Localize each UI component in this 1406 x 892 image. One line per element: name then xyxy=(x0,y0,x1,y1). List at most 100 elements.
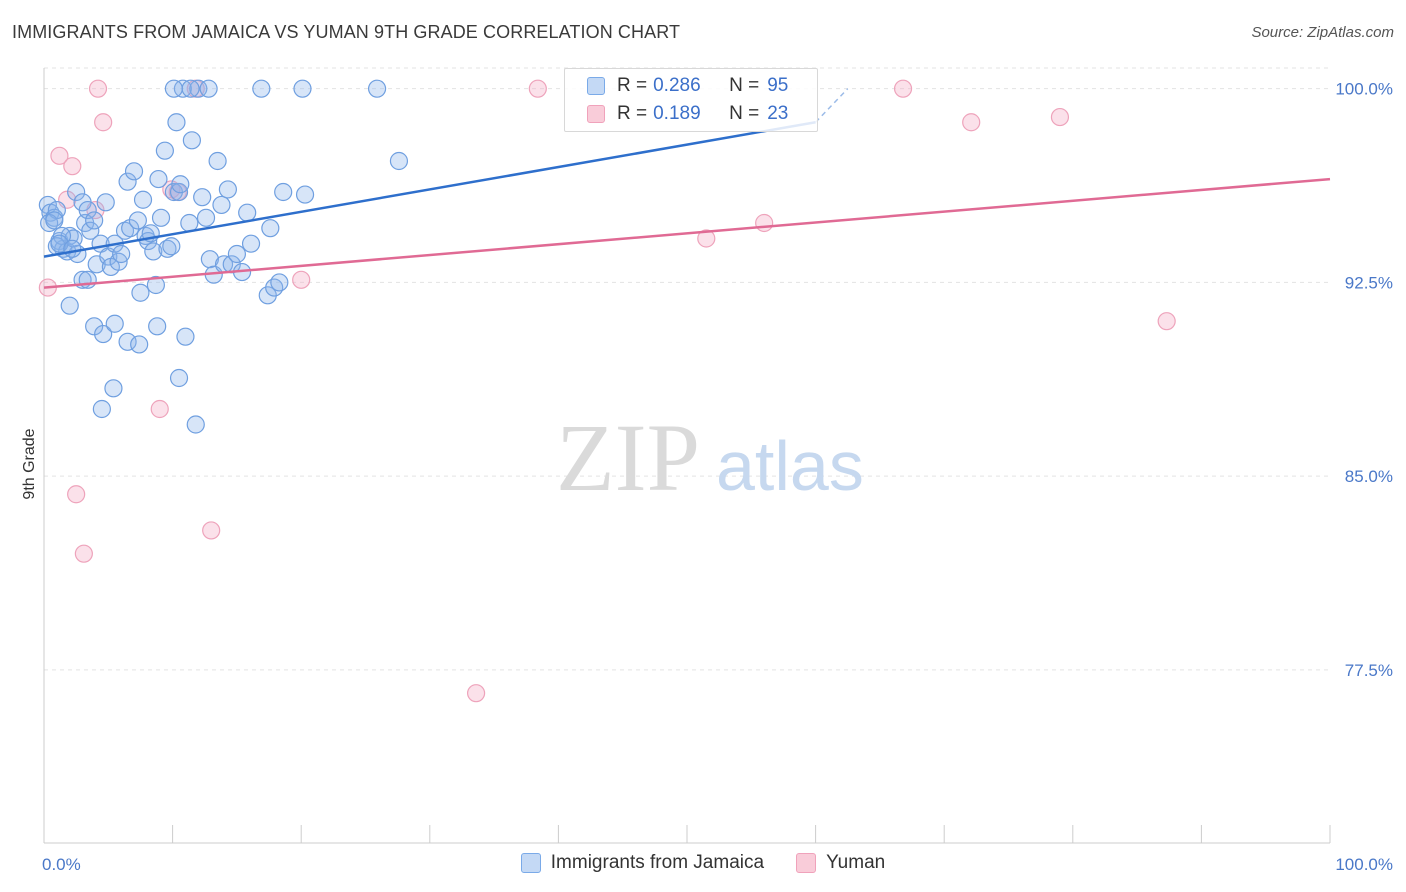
data-point-yuman xyxy=(962,113,981,132)
data-point-jamaica xyxy=(155,141,174,160)
data-point-jamaica xyxy=(274,182,293,202)
data-point-jamaica xyxy=(164,79,183,98)
legend-item-jamaica[interactable]: Immigrants from Jamaica xyxy=(520,852,765,874)
tick-labels: 100.0% 92.5% 85.0% 77.5% 0.0% 100.0% xyxy=(42,80,1393,874)
data-point-yuman xyxy=(1050,107,1070,127)
data-point-jamaica xyxy=(265,278,284,297)
data-point-jamaica xyxy=(171,175,190,194)
y-tick-label: 100.0% xyxy=(1335,80,1393,99)
legend-swatch-jamaica xyxy=(520,853,541,873)
data-point-jamaica xyxy=(176,327,195,346)
data-point-jamaica xyxy=(67,182,86,202)
y-tick-label: 92.5% xyxy=(1345,273,1393,292)
data-point-jamaica xyxy=(63,239,82,258)
legend-r-label: R = xyxy=(617,103,648,124)
data-point-jamaica xyxy=(112,244,131,264)
data-point-jamaica xyxy=(81,221,100,240)
series-jamaica-points xyxy=(38,79,409,434)
data-point-yuman xyxy=(466,684,486,703)
legend-row-jamaica: R = 0.286 N = 95 xyxy=(587,73,788,99)
data-point-yuman xyxy=(94,113,113,132)
data-point-jamaica xyxy=(182,131,201,150)
legend-n-value: 95 xyxy=(767,75,789,96)
data-point-jamaica xyxy=(94,324,113,344)
data-point-jamaica xyxy=(115,221,135,240)
data-point-jamaica xyxy=(118,172,137,191)
data-point-jamaica xyxy=(180,213,199,233)
data-point-jamaica xyxy=(212,195,231,215)
data-point-jamaica xyxy=(169,368,189,388)
data-point-jamaica xyxy=(389,151,409,171)
legend-n-value: 23 xyxy=(767,103,789,124)
data-point-jamaica xyxy=(146,275,165,295)
data-point-jamaica xyxy=(144,242,163,261)
data-point-jamaica xyxy=(78,200,97,220)
y-axis-label: 9th Grade xyxy=(21,428,38,499)
data-point-yuman xyxy=(1157,312,1176,331)
legend-n-label: N = xyxy=(729,103,760,124)
legend-label-jamaica: Immigrants from Jamaica xyxy=(550,852,765,873)
legend-n-label: N = xyxy=(729,75,760,96)
legend-r-label: R = xyxy=(617,75,648,96)
watermark-zip: ZIP xyxy=(556,404,700,511)
data-point-jamaica xyxy=(208,151,227,171)
source-label: Source: ZipAtlas.com xyxy=(1251,24,1394,41)
data-point-jamaica xyxy=(121,219,140,238)
data-point-yuman xyxy=(63,157,82,176)
data-point-jamaica xyxy=(367,79,387,98)
y-tick-label: 77.5% xyxy=(1345,661,1393,680)
data-point-yuman xyxy=(528,79,547,98)
data-point-yuman xyxy=(697,229,716,248)
data-point-jamaica xyxy=(167,113,186,132)
data-point-jamaica xyxy=(92,399,111,419)
data-point-yuman xyxy=(88,79,108,98)
data-point-jamaica xyxy=(105,314,124,333)
data-point-jamaica xyxy=(241,234,261,253)
gridlines xyxy=(44,67,1330,671)
data-point-yuman xyxy=(292,270,311,289)
data-point-yuman xyxy=(150,399,169,419)
data-point-jamaica xyxy=(218,180,237,199)
legend-swatch-yuman xyxy=(587,105,605,123)
data-point-jamaica xyxy=(238,203,257,222)
data-point-jamaica xyxy=(252,79,271,98)
data-point-jamaica xyxy=(270,273,289,292)
data-point-jamaica xyxy=(60,296,79,315)
legend-swatch-yuman xyxy=(796,853,817,873)
data-point-jamaica xyxy=(293,79,312,98)
x-tick-label: 100.0% xyxy=(1335,855,1393,874)
trend-line-jamaica xyxy=(43,121,816,258)
data-point-yuman xyxy=(202,521,221,540)
data-point-jamaica xyxy=(85,211,104,230)
legend-row-yuman: R = 0.189 N = 23 xyxy=(587,101,788,127)
data-point-yuman xyxy=(74,544,93,563)
legend-r-value: 0.286 xyxy=(653,75,701,96)
data-point-jamaica xyxy=(40,213,59,233)
data-point-yuman xyxy=(755,213,774,233)
data-point-jamaica xyxy=(196,208,216,227)
data-point-jamaica xyxy=(181,79,200,98)
legend-r-value: 0.189 xyxy=(653,103,701,124)
data-point-jamaica xyxy=(261,219,280,238)
data-point-jamaica xyxy=(151,208,171,227)
data-point-jamaica xyxy=(193,188,212,207)
series-legend: Immigrants from Jamaica Yuman xyxy=(0,852,1406,874)
data-point-jamaica xyxy=(199,79,218,98)
data-point-jamaica xyxy=(96,193,115,212)
legend-item-yuman[interactable]: Yuman xyxy=(796,852,885,874)
data-point-jamaica xyxy=(149,169,168,189)
data-point-jamaica xyxy=(227,244,246,264)
data-point-jamaica xyxy=(124,162,144,181)
data-point-jamaica xyxy=(128,211,147,230)
trend-lines xyxy=(43,88,1331,289)
stats-legend: R = 0.286 N = 95 R = 0.189 N = 23 xyxy=(564,68,818,132)
y-tick-label: 85.0% xyxy=(1345,467,1393,486)
data-point-jamaica xyxy=(295,185,315,204)
trend-line-jamaica-extension xyxy=(815,88,849,123)
data-point-jamaica xyxy=(45,211,64,230)
trend-line-yuman xyxy=(43,177,1331,289)
watermark-atlas: atlas xyxy=(716,427,864,505)
data-point-jamaica xyxy=(148,317,167,336)
data-point-yuman xyxy=(67,485,86,504)
